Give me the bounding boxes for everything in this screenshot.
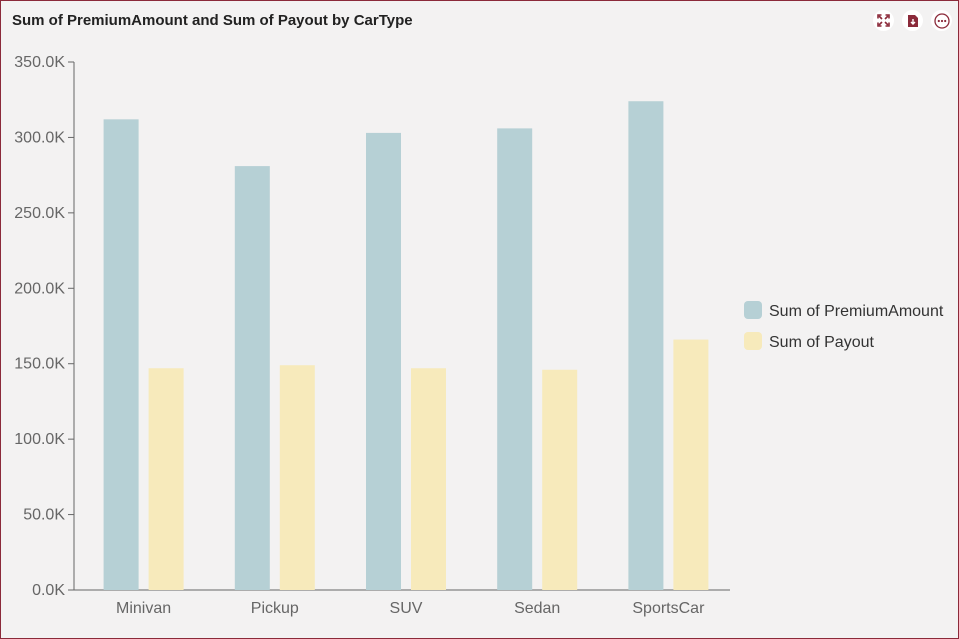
bar-premium-sedan[interactable] bbox=[497, 128, 533, 590]
y-tick-label: 250.0K bbox=[14, 205, 65, 222]
y-tick-label: 150.0K bbox=[14, 356, 65, 373]
y-tick-label: 300.0K bbox=[14, 129, 65, 146]
legend-swatch-payout[interactable] bbox=[744, 332, 762, 350]
y-tick-label: 100.0K bbox=[14, 431, 65, 448]
y-tick-label: 200.0K bbox=[14, 280, 65, 297]
expand-icon[interactable] bbox=[873, 10, 894, 31]
legend-label-premium[interactable]: Sum of PremiumAmount bbox=[769, 303, 944, 320]
legend-swatch-premium[interactable] bbox=[744, 301, 762, 319]
legend-label-payout[interactable]: Sum of Payout bbox=[769, 334, 875, 351]
bar-premium-sportscar[interactable] bbox=[628, 101, 664, 591]
bar-payout-sedan[interactable] bbox=[542, 369, 578, 590]
bar-premium-suv[interactable] bbox=[366, 132, 401, 590]
x-tick-label: Pickup bbox=[251, 600, 299, 617]
x-tick-label: Sedan bbox=[514, 600, 560, 617]
x-tick-label: Minivan bbox=[116, 600, 171, 617]
more-options-icon[interactable] bbox=[931, 10, 952, 31]
bar-payout-suv[interactable] bbox=[411, 368, 446, 590]
x-tick-label: SUV bbox=[390, 600, 423, 617]
bar-premium-pickup[interactable] bbox=[234, 166, 270, 590]
y-tick-label: 0.0K bbox=[32, 582, 65, 599]
export-pdf-icon[interactable] bbox=[902, 10, 923, 31]
bar-payout-sportscar[interactable] bbox=[673, 339, 709, 590]
y-tick-label: 350.0K bbox=[14, 54, 65, 71]
bar-premium-minivan[interactable] bbox=[103, 119, 139, 590]
x-tick-label: SportsCar bbox=[632, 600, 705, 617]
bar-payout-pickup[interactable] bbox=[279, 365, 315, 590]
y-tick-label: 50.0K bbox=[23, 507, 65, 524]
chart-toolbar bbox=[873, 10, 952, 31]
bar-payout-minivan[interactable] bbox=[148, 368, 184, 590]
chart-title: Sum of PremiumAmount and Sum of Payout b… bbox=[12, 12, 413, 29]
